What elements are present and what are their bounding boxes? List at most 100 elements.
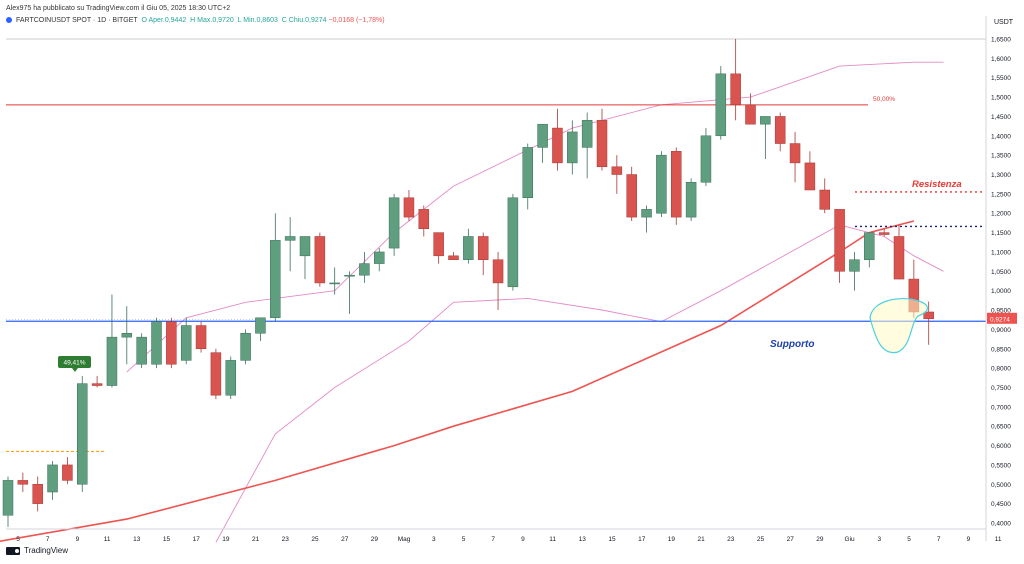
candle-body xyxy=(433,232,444,257)
footer-brand: TradingView xyxy=(6,546,68,555)
support-label: Supporto xyxy=(770,339,814,350)
ohlc-low: Min.0,8603 xyxy=(243,17,278,24)
x-tick-label: 11 xyxy=(995,536,1002,543)
y-tick-label: 1,5000 xyxy=(991,95,1011,102)
candle-body xyxy=(685,182,697,218)
fib-50-label: 50,00% xyxy=(873,96,895,103)
y-tick-label: 1,1500 xyxy=(991,230,1011,237)
candle-body xyxy=(17,480,29,485)
x-tick-label: 11 xyxy=(549,536,556,543)
x-tick-label: Giu xyxy=(845,536,856,543)
x-tick-label: 25 xyxy=(311,536,319,543)
x-tick-label: 9 xyxy=(76,536,80,543)
percent-bubble xyxy=(58,356,91,368)
candle-body xyxy=(91,383,103,386)
y-tick-label: 0,4500 xyxy=(991,501,1011,508)
candle-body xyxy=(834,209,845,272)
x-tick-label: 9 xyxy=(967,536,971,543)
y-tick-label: 1,4000 xyxy=(991,133,1011,140)
highlight-blob xyxy=(869,297,928,354)
ohlc-low-label: L xyxy=(237,17,242,24)
y-tick-label: 1,2500 xyxy=(991,191,1011,198)
x-tick-label: 17 xyxy=(638,536,646,543)
candle-body xyxy=(804,162,816,191)
candle-body xyxy=(270,240,281,319)
candle-body xyxy=(507,197,519,288)
candle-body xyxy=(77,383,88,485)
x-tick-label: Mag xyxy=(398,536,411,543)
candle-body xyxy=(210,352,222,396)
x-tick-label: 13 xyxy=(133,536,141,543)
y-tick-label: 1,6000 xyxy=(991,56,1011,63)
y-tick-label: 0,7500 xyxy=(991,385,1011,392)
candle-body xyxy=(700,135,712,183)
annotations: Resistenza Supporto 49,41% xyxy=(58,179,962,372)
y-tick-label: 0,7000 xyxy=(991,404,1011,411)
symbol-name[interactable]: FARTCOINUSDT SPOT · 1D · BITGET xyxy=(15,17,138,24)
y-tick-label: 1,0500 xyxy=(991,269,1011,276)
x-tick-label: 19 xyxy=(222,536,230,543)
candle-body xyxy=(611,166,623,175)
candle-body xyxy=(180,325,192,361)
candle-body xyxy=(923,311,934,320)
publisher-text: Alex975 ha pubblicato su TradingView.com… xyxy=(6,5,231,12)
x-tick-label: 21 xyxy=(252,536,260,543)
candle-body xyxy=(492,259,504,284)
candle-body xyxy=(671,151,682,218)
candle-body xyxy=(329,282,340,285)
ohlc-close-label: C xyxy=(281,17,287,24)
x-tick-label: 3 xyxy=(877,536,881,543)
candle-body xyxy=(581,120,593,148)
y-tick-label: 0,5000 xyxy=(991,482,1011,489)
candle-body xyxy=(774,116,786,144)
last-price-tag xyxy=(987,312,1017,324)
x-tick-label: 27 xyxy=(787,536,795,543)
candle-body xyxy=(284,236,296,241)
candle-body xyxy=(878,232,890,235)
ohlc-open-label: O xyxy=(141,17,147,24)
candle-body xyxy=(2,480,14,516)
publisher-header: Alex975 ha pubblicato su TradingView.com… xyxy=(6,4,230,14)
y-tick-label: 0,5500 xyxy=(991,462,1011,469)
candle-body xyxy=(448,255,459,260)
candle-body xyxy=(626,174,637,218)
y-tick-label: 1,5500 xyxy=(991,75,1011,82)
horizontal-levels: 50,00% xyxy=(6,96,986,452)
candle-body xyxy=(760,116,771,125)
x-tick-label: 9 xyxy=(521,536,525,543)
candle-body xyxy=(745,104,756,125)
bollinger-upper-line xyxy=(126,61,944,373)
x-tick-label: 13 xyxy=(579,536,587,543)
candle-body xyxy=(136,336,147,365)
price-axis: USDT 0,4000 0,4500 0,5000 0,5500 0,6000 0,6500… xyxy=(985,16,1017,541)
candle-body xyxy=(537,123,548,148)
candle-body xyxy=(151,321,162,365)
candle-body xyxy=(522,147,533,199)
candle-body xyxy=(730,73,741,106)
candlesticks xyxy=(2,39,934,527)
axis-currency: USDT xyxy=(994,19,1014,26)
x-tick-label: 7 xyxy=(46,536,50,543)
ohlc-open: Aper.0,9442 xyxy=(148,17,187,24)
candle-body xyxy=(715,73,727,137)
candle-body xyxy=(596,120,608,168)
candle-body xyxy=(819,189,830,210)
candle-body xyxy=(166,321,177,365)
candle-body xyxy=(32,484,43,504)
candle-body xyxy=(374,251,385,264)
candle-body xyxy=(106,336,118,386)
symbol-legend[interactable]: FARTCOINUSDT SPOT · 1D · BITGET O Aper.0… xyxy=(6,17,385,24)
candle-body xyxy=(403,197,415,218)
y-tick-label: 1,0000 xyxy=(991,288,1011,295)
candle-body xyxy=(477,236,489,260)
x-tick-label: 23 xyxy=(727,536,735,543)
moving-average-line xyxy=(0,220,915,542)
y-tick-label: 1,6500 xyxy=(991,37,1011,44)
candle-body xyxy=(62,464,73,481)
bollinger-lower-line xyxy=(215,224,944,543)
candle-body xyxy=(388,197,400,249)
candle-body xyxy=(567,131,578,164)
x-tick-label: 29 xyxy=(371,536,379,543)
y-tick-label: 1,3000 xyxy=(991,172,1011,179)
